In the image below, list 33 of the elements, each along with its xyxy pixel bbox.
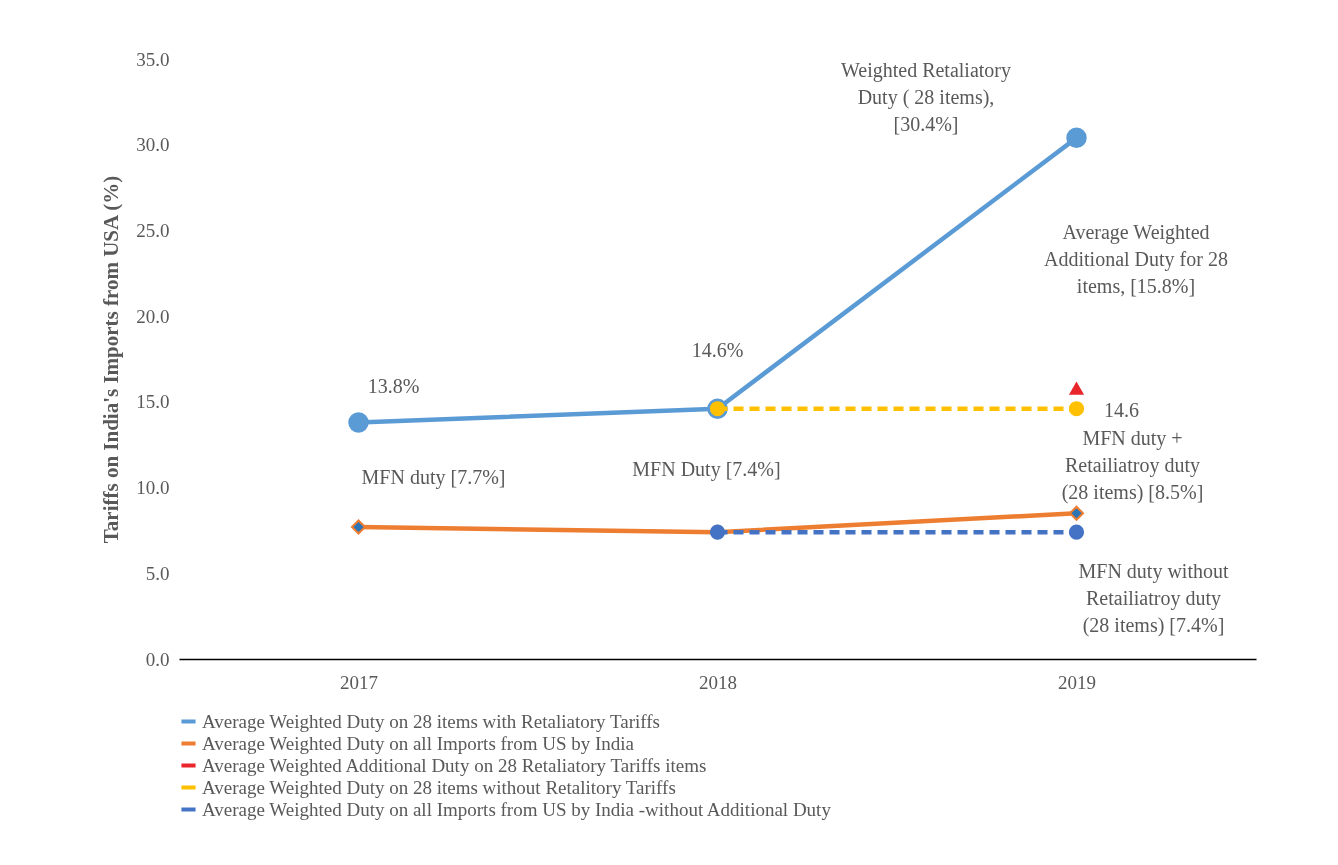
y-tick-label: 15.0 bbox=[136, 391, 170, 413]
legend-label: Average Weighted Additional Duty on 28 Retaliatory Tariffs items bbox=[202, 754, 707, 776]
point bbox=[1068, 505, 1085, 521]
annotation: Average Weighted Additional Duty for 28 items, [15.8%] bbox=[1044, 221, 1228, 297]
point bbox=[348, 412, 369, 433]
annotation: MFN duty without Retailiatroy duty (28 items) [7.4%] bbox=[1078, 560, 1229, 638]
annotation: Weighted Retaliatory Duty ( 28 items), [30.4%] bbox=[841, 59, 1011, 135]
point bbox=[350, 519, 367, 535]
point bbox=[1068, 524, 1085, 540]
y-tick-label: 35.0 bbox=[136, 48, 170, 70]
y-tick-label: 10.0 bbox=[136, 477, 170, 499]
y-tick-label: 30.0 bbox=[136, 134, 170, 156]
legend-label: Average Weighted Duty on 28 items without Retalitory Tariffs bbox=[202, 776, 676, 798]
point bbox=[1068, 401, 1085, 417]
annotation: 14.6 bbox=[1104, 398, 1139, 421]
annotation: 13.8% bbox=[367, 375, 420, 398]
legend-label: Average Weighted Duty on all Imports from US by India bbox=[202, 732, 635, 754]
point bbox=[1066, 127, 1087, 149]
annotation: MFN Duty [7.4%] bbox=[632, 458, 781, 482]
y-tick-label: 5.0 bbox=[145, 562, 170, 584]
annotation: MFN duty + Retailiatroy duty (28 items) [8.5%] bbox=[1061, 427, 1204, 505]
point bbox=[1068, 381, 1085, 395]
y-axis-title: Tariffs on India's Imports from USA (%) bbox=[99, 175, 124, 544]
y-tick-label: 20.0 bbox=[136, 305, 170, 327]
annotation: 14.6% bbox=[691, 338, 744, 361]
y-tick-label: 25.0 bbox=[136, 219, 170, 241]
x-tick-label: 2019 bbox=[1058, 671, 1096, 693]
y-tick-label: 0.0 bbox=[145, 648, 170, 670]
legend-label: Average Weighted Duty on all Imports from US by India -without Additional Duty bbox=[202, 798, 832, 820]
x-tick-label: 2018 bbox=[699, 671, 737, 693]
annotation: MFN duty [7.7%] bbox=[361, 466, 506, 489]
legend-label: Average Weighted Duty on 28 items with Retaliatory Tariffs bbox=[202, 710, 660, 732]
x-tick-label: 2017 bbox=[340, 671, 378, 693]
